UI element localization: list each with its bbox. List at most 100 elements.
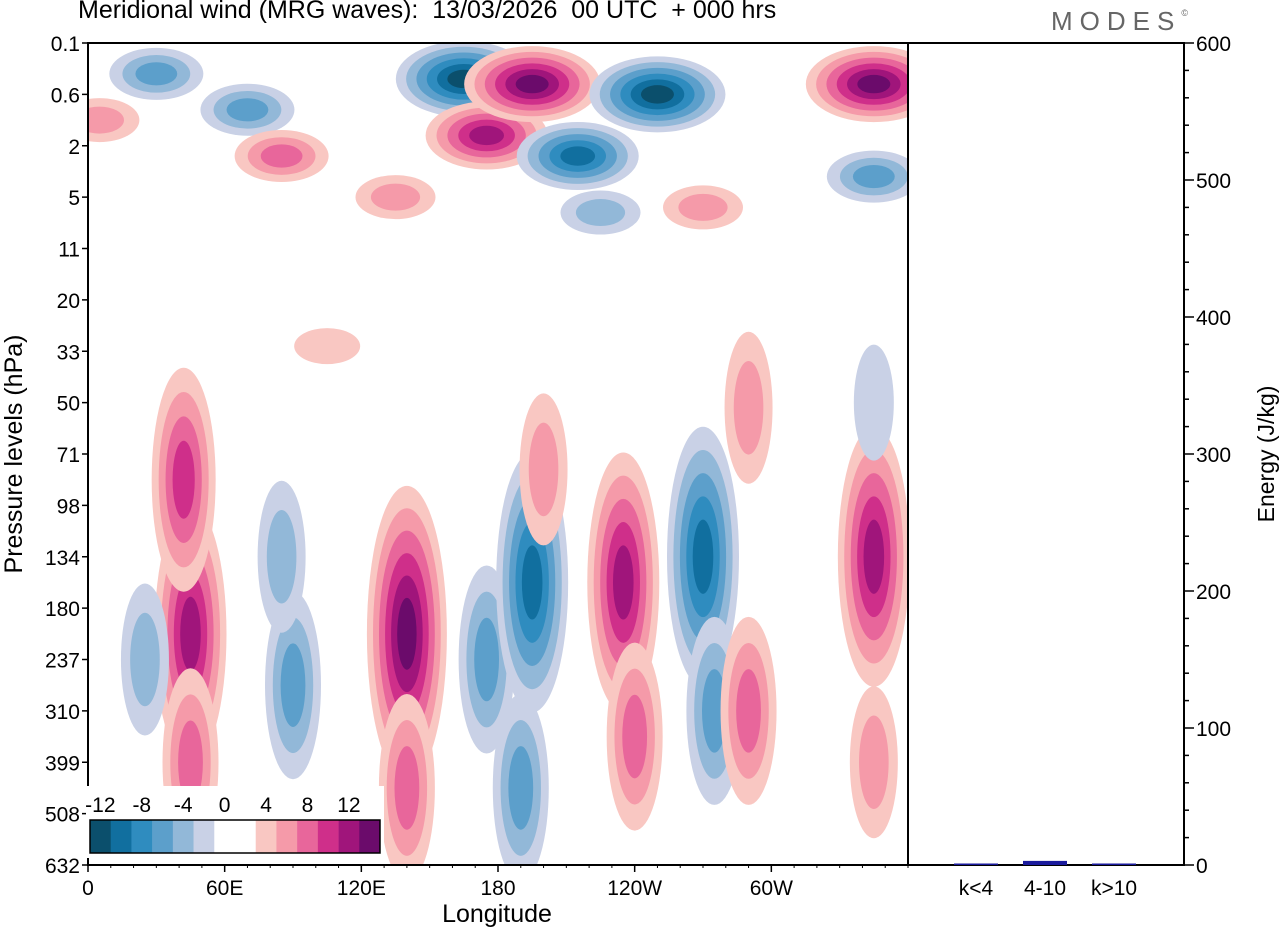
wind-anomaly-4 xyxy=(265,591,321,780)
pressure-tick-label: 0.6 xyxy=(51,84,80,107)
contour-band xyxy=(508,746,534,830)
energy-bar xyxy=(954,863,998,865)
longitude-tick-label: 0 xyxy=(82,877,94,900)
x-axis-label: Longitude xyxy=(442,900,552,928)
wind-anomaly-13 xyxy=(667,426,739,687)
wind-anomaly-3 xyxy=(120,583,169,736)
wind-anomaly-11 xyxy=(587,452,660,713)
wind-anomaly-29 xyxy=(516,122,639,191)
contour-band xyxy=(474,617,500,702)
colorbar-label: -4 xyxy=(174,794,193,817)
colorbar-swatch xyxy=(338,820,360,853)
pressure-tick-label: 11 xyxy=(58,239,80,262)
wind-anomaly-30 xyxy=(805,46,908,123)
energy-bar xyxy=(1023,860,1067,865)
contour-band xyxy=(178,720,203,805)
colorbar-label: -12 xyxy=(85,794,115,817)
colorbar: -12 -8 -4 0 4 8 12 xyxy=(85,786,384,858)
contour-band xyxy=(863,519,885,594)
contour-band xyxy=(736,669,761,753)
energy-tick-label: 600 xyxy=(1196,33,1231,56)
contour-band xyxy=(857,74,891,94)
contour-band xyxy=(397,597,417,670)
colorbar-swatch xyxy=(172,820,194,853)
contour-band xyxy=(560,146,596,166)
longitude-tick-label: 180 xyxy=(480,877,515,900)
pressure-tick-label: 33 xyxy=(57,341,80,364)
contour-band xyxy=(172,440,195,519)
colorbar-label: 4 xyxy=(260,794,272,817)
colorbar-outline xyxy=(89,819,381,854)
colorbar-swatch xyxy=(90,820,112,853)
pressure-tick-label: 0.1 xyxy=(51,33,80,56)
pressure-tick-label: 310 xyxy=(45,701,80,724)
colorbar-swatch xyxy=(152,820,174,853)
wind-anomaly-22 xyxy=(88,98,140,143)
y-axis-label: Pressure levels (hPa) xyxy=(0,335,28,574)
longitude-axis: 0 60E 120E 180 120W 60W xyxy=(82,865,909,900)
wind-anomaly-16 xyxy=(837,426,908,687)
modes-logo: MODES© xyxy=(1051,6,1188,37)
energy-tick-label: 400 xyxy=(1196,307,1231,330)
wind-anomaly-35 xyxy=(294,328,361,365)
colorbar-swatch xyxy=(214,820,236,853)
contour-band xyxy=(853,344,894,461)
contour-band xyxy=(515,74,549,94)
colorbar-swatch xyxy=(359,820,381,853)
pressure-tick-label: 2 xyxy=(68,136,80,159)
energy-tick-label: 0 xyxy=(1196,855,1208,878)
longitude-tick-label: 60W xyxy=(750,877,793,900)
chart-title: Meridional wind (MRG waves): 13/03/2026 … xyxy=(78,0,777,24)
wind-anomaly-23 xyxy=(200,83,295,136)
wind-anomaly-20 xyxy=(853,344,894,461)
contour-band xyxy=(859,715,889,810)
contour-band xyxy=(528,422,559,517)
colorbar-swatch xyxy=(276,820,298,853)
contour-field xyxy=(88,43,908,865)
colorbar-swatch xyxy=(110,820,132,853)
wind-anomaly-33 xyxy=(560,190,641,235)
contour-band xyxy=(266,509,297,604)
energy-bars: k<4 4-10 k>10 xyxy=(954,860,1137,900)
wind-anomaly-28 xyxy=(589,56,726,133)
pressure-tick-label: 632 xyxy=(45,855,80,878)
contour-band xyxy=(260,144,303,168)
colorbar-swatch xyxy=(235,820,257,853)
copyright-mark: © xyxy=(1181,8,1188,18)
energy-category-label: k<4 xyxy=(959,877,994,900)
energy-axis: 0 100 200 300 400 500 600 xyxy=(1184,33,1231,878)
energy-category-label: k>10 xyxy=(1091,877,1137,900)
contour-band xyxy=(226,98,269,122)
contour-band xyxy=(135,62,178,86)
contour-band xyxy=(640,85,674,104)
wind-anomaly-31 xyxy=(826,150,908,203)
wind-anomaly-17 xyxy=(849,686,898,839)
colorbar-swatch xyxy=(297,820,319,853)
pressure-tick-label: 180 xyxy=(45,598,80,621)
wind-anomaly-21 xyxy=(109,47,204,100)
energy-axis-label: Energy (J/kg) xyxy=(1253,386,1279,523)
contour-band xyxy=(575,199,626,227)
pressure-tick-label: 71 xyxy=(57,444,80,467)
contour-band xyxy=(88,106,124,134)
colorbar-swatch xyxy=(255,820,277,853)
wind-anomaly-7 xyxy=(378,693,435,865)
wind-anomaly-34 xyxy=(663,185,743,230)
wind-anomaly-27 xyxy=(464,46,601,123)
colorbar-swatch xyxy=(317,820,339,853)
colorbar-label: -8 xyxy=(132,794,151,817)
contour-band xyxy=(294,328,361,365)
contour-band xyxy=(622,694,648,779)
contour-band xyxy=(701,669,727,753)
contour-band xyxy=(180,596,201,671)
contour-band xyxy=(733,360,764,455)
energy-panel-frame xyxy=(907,42,1185,866)
pressure-tick-label: 98 xyxy=(57,495,80,518)
wind-anomaly-1 xyxy=(151,367,216,592)
pressure-tick-label: 508 xyxy=(45,804,80,827)
longitude-tick-label: 120E xyxy=(337,877,386,900)
energy-bar xyxy=(1092,863,1136,865)
contour-band xyxy=(521,545,543,620)
colorbar-label: 0 xyxy=(219,794,231,817)
